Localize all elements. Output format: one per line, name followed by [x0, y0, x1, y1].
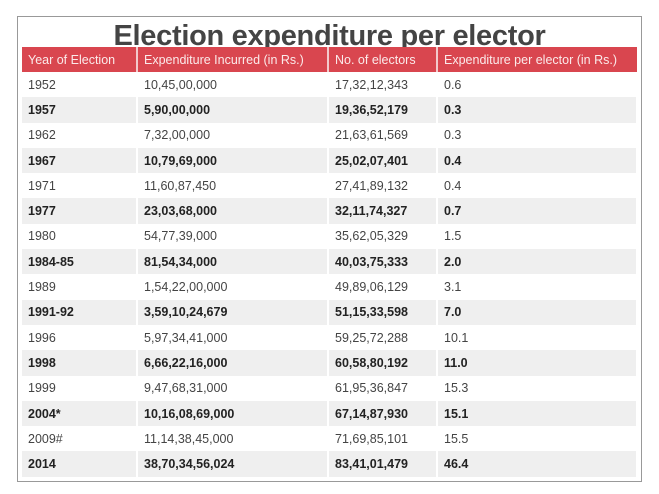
- cell-per-elector: 0.3: [437, 97, 638, 123]
- cell-year: 1962: [22, 122, 138, 148]
- cell-expenditure: 5,97,34,41,000: [137, 324, 329, 351]
- table-row: 2014 38,70,34,56,024 83,41,01,479 46.4: [22, 451, 638, 477]
- table-row: 1991-92 3,59,10,24,679 51,15,33,598 7.0: [22, 299, 638, 325]
- cell-per-elector: 2.0: [437, 249, 638, 275]
- cell-per-elector: 46.4: [437, 451, 638, 477]
- cell-expenditure: 6,66,22,16,000: [137, 350, 329, 376]
- cell-expenditure: 38,70,34,56,024: [137, 451, 329, 477]
- table-header-row: Year of Election Expenditure Incurred (i…: [22, 47, 637, 72]
- cell-year: 1996: [22, 324, 138, 351]
- cell-expenditure: 81,54,34,000: [137, 249, 329, 275]
- cell-electors: 67,14,87,930: [328, 400, 438, 427]
- cell-year: 1971: [22, 173, 138, 199]
- cell-year: 1999: [22, 375, 138, 401]
- cell-electors: 25,02,07,401: [328, 147, 438, 174]
- cell-per-elector: 15.3: [437, 375, 638, 401]
- cell-electors: 61,95,36,847: [328, 375, 438, 401]
- cell-expenditure: 7,32,00,000: [137, 122, 329, 148]
- cell-electors: 35,62,05,329: [328, 223, 438, 250]
- table-row: 1989 1,54,22,00,000 49,89,06,129 3.1: [22, 274, 638, 300]
- table-row: 1998 6,66,22,16,000 60,58,80,192 11.0: [22, 350, 638, 376]
- table-row: 1971 11,60,87,450 27,41,89,132 0.4: [22, 173, 638, 199]
- cell-per-elector: 11.0: [437, 350, 638, 376]
- cell-per-elector: 15.5: [437, 426, 638, 452]
- cell-electors: 32,11,74,327: [328, 198, 438, 224]
- header-year: Year of Election: [22, 47, 138, 72]
- cell-year: 1957: [22, 97, 138, 123]
- table-row: 1962 7,32,00,000 21,63,61,569 0.3: [22, 122, 638, 148]
- header-electors: No. of electors: [328, 47, 438, 72]
- expenditure-table: Year of Election Expenditure Incurred (i…: [22, 47, 638, 477]
- cell-electors: 21,63,61,569: [328, 122, 438, 148]
- cell-per-elector: 7.0: [437, 299, 638, 325]
- cell-year: 1991-92: [22, 299, 138, 325]
- header-per-elector: Expenditure per elector (in Rs.): [437, 47, 637, 72]
- cell-expenditure: 23,03,68,000: [137, 198, 329, 224]
- cell-electors: 49,89,06,129: [328, 274, 438, 300]
- cell-per-elector: 1.5: [437, 223, 638, 250]
- header-expenditure: Expenditure Incurred (in Rs.): [137, 47, 329, 72]
- table-row: 1977 23,03,68,000 32,11,74,327 0.7: [22, 198, 638, 224]
- cell-expenditure: 10,16,08,69,000: [137, 400, 329, 427]
- cell-electors: 51,15,33,598: [328, 299, 438, 325]
- table-row: 1952 10,45,00,000 17,32,12,343 0.6: [22, 72, 638, 98]
- table-row: 1967 10,79,69,000 25,02,07,401 0.4: [22, 147, 638, 174]
- cell-per-elector: 0.4: [437, 147, 638, 174]
- cell-year: 2004*: [22, 400, 138, 427]
- cell-expenditure: 10,45,00,000: [137, 72, 329, 98]
- page-title: Election expenditure per elector: [113, 20, 546, 52]
- cell-expenditure: 54,77,39,000: [137, 223, 329, 250]
- cell-electors: 40,03,75,333: [328, 249, 438, 275]
- cell-expenditure: 3,59,10,24,679: [137, 299, 329, 325]
- cell-expenditure: 11,14,38,45,000: [137, 426, 329, 452]
- table-card: Election expenditure per elector Year of…: [17, 16, 642, 482]
- table-row: 2004* 10,16,08,69,000 67,14,87,930 15.1: [22, 400, 638, 427]
- cell-year: 1980: [22, 223, 138, 250]
- table-row: 1996 5,97,34,41,000 59,25,72,288 10.1: [22, 324, 638, 351]
- cell-per-elector: 0.3: [437, 122, 638, 148]
- cell-year: 1984-85: [22, 249, 138, 275]
- cell-per-elector: 10.1: [437, 324, 638, 351]
- cell-electors: 59,25,72,288: [328, 324, 438, 351]
- cell-expenditure: 5,90,00,000: [137, 97, 329, 123]
- cell-per-elector: 0.7: [437, 198, 638, 224]
- cell-electors: 83,41,01,479: [328, 451, 438, 477]
- cell-per-elector: 3.1: [437, 274, 638, 300]
- cell-per-elector: 15.1: [437, 400, 638, 427]
- table-row: 2009# 11,14,38,45,000 71,69,85,101 15.5: [22, 426, 638, 452]
- cell-year: 1977: [22, 198, 138, 224]
- cell-expenditure: 9,47,68,31,000: [137, 375, 329, 401]
- cell-expenditure: 10,79,69,000: [137, 147, 329, 174]
- cell-year: 1998: [22, 350, 138, 376]
- cell-year: 1967: [22, 147, 138, 174]
- table-row: 1957 5,90,00,000 19,36,52,179 0.3: [22, 97, 638, 123]
- table-row: 1980 54,77,39,000 35,62,05,329 1.5: [22, 223, 638, 250]
- cell-year: 2009#: [22, 426, 138, 452]
- cell-electors: 60,58,80,192: [328, 350, 438, 376]
- cell-electors: 17,32,12,343: [328, 72, 438, 98]
- table-row: 1984-85 81,54,34,000 40,03,75,333 2.0: [22, 249, 638, 275]
- cell-year: 1989: [22, 274, 138, 300]
- cell-year: 2014: [22, 451, 138, 477]
- cell-per-elector: 0.4: [437, 173, 638, 199]
- cell-electors: 19,36,52,179: [328, 97, 438, 123]
- cell-year: 1952: [22, 72, 138, 98]
- cell-electors: 27,41,89,132: [328, 173, 438, 199]
- cell-electors: 71,69,85,101: [328, 426, 438, 452]
- table-row: 1999 9,47,68,31,000 61,95,36,847 15.3: [22, 375, 638, 401]
- cell-expenditure: 1,54,22,00,000: [137, 274, 329, 300]
- cell-expenditure: 11,60,87,450: [137, 173, 329, 199]
- cell-per-elector: 0.6: [437, 72, 638, 98]
